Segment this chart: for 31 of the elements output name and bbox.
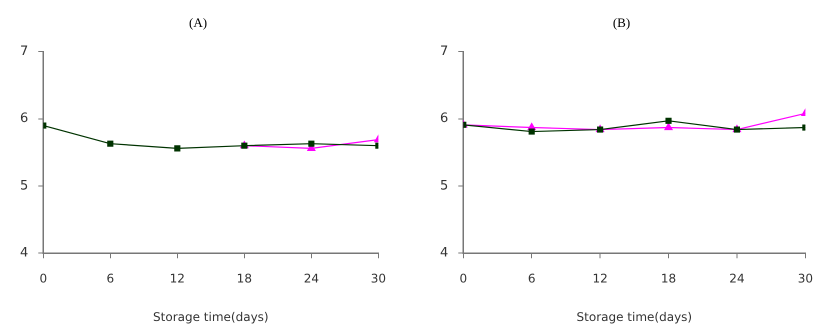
x-tick-label: 0 (39, 272, 48, 286)
point (107, 140, 114, 147)
y-tick-label: 6 (440, 111, 448, 126)
y-tick-label: 4 (20, 246, 28, 261)
chart-title: (A) (188, 15, 208, 30)
x-tick-label: 18 (660, 272, 676, 286)
point (241, 142, 248, 149)
x-tick-label: 24 (729, 272, 745, 286)
x-tick-label: 12 (592, 272, 608, 286)
y-tick-label: 6 (20, 111, 28, 126)
x-tick-label: 12 (170, 272, 185, 286)
point (665, 118, 672, 124)
point (528, 128, 535, 135)
x-tick-label: 24 (304, 272, 319, 286)
point (664, 122, 673, 130)
y-tick-label: 5 (20, 178, 28, 194)
x-tick-label: 30 (798, 272, 814, 286)
y-tick-label: 7 (20, 44, 28, 59)
y-tick-label: 5 (440, 178, 448, 194)
chart-title: (B) (612, 15, 630, 30)
x-tick-label: 6 (528, 272, 536, 286)
x-tick-label: 18 (236, 272, 252, 286)
x-axis-title: Storage time(days) (153, 310, 269, 324)
point (174, 145, 180, 152)
x-tick-label: 6 (106, 272, 114, 286)
point (308, 140, 314, 147)
y-tick-label: 7 (440, 44, 448, 59)
x-tick-label: 0 (459, 272, 468, 286)
x-tick-label: 30 (370, 272, 386, 286)
y-tick-label: 4 (440, 246, 448, 261)
x-axis-title: Storage time(days) (576, 310, 692, 324)
